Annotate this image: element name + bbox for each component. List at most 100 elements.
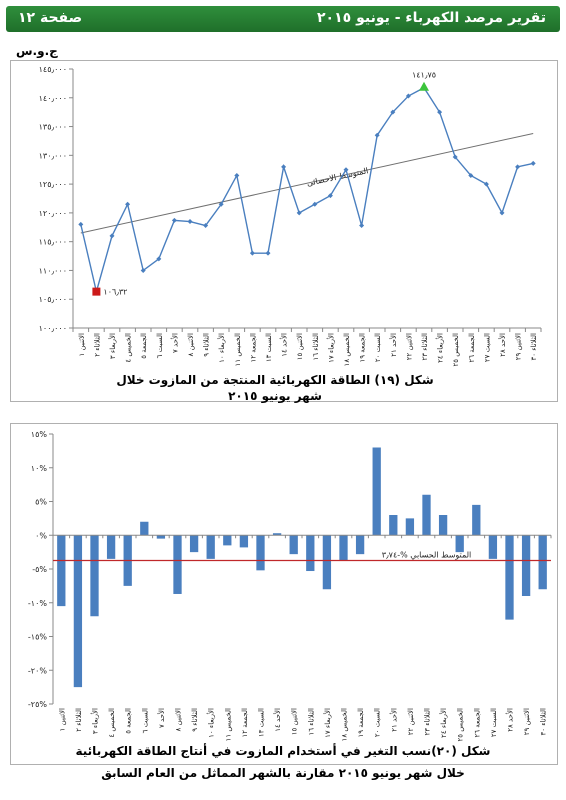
chart1-x-tick-label: الثلاثاء ٩ bbox=[203, 333, 211, 357]
chart2-x-tick-label: الجمعة ١٩ bbox=[357, 708, 365, 738]
chart1-x-tick-label: الجمعة ٢٦ bbox=[468, 333, 476, 363]
chart1-x-tick-label: الثلاثاء ١٦ bbox=[312, 333, 320, 361]
chart1-x-tick-label: الجمعة ٥ bbox=[140, 333, 148, 359]
chart1-y-tick-label: ١٤٥٫٠٠٠ bbox=[39, 65, 67, 74]
chart1-data-point bbox=[390, 109, 396, 115]
chart2-x-tick-label: الثلاثاء ٣٠ bbox=[540, 708, 548, 736]
chart1-x-tick-label: الثلاثاء ٣٠ bbox=[530, 333, 538, 361]
chart2-bar bbox=[538, 535, 547, 590]
chart1-y-tick-label: ١٠٠٫٠٠٠ bbox=[39, 324, 67, 333]
chart2-x-tick-label: السبت ٢٠ bbox=[374, 708, 382, 737]
chart1-y-tick-label: ١٢٥٫٠٠٠ bbox=[39, 180, 67, 189]
chart1-data-point bbox=[499, 210, 505, 216]
chart1-y-tick-label: ١١٥٫٠٠٠ bbox=[39, 238, 67, 247]
chart2-bar bbox=[472, 504, 481, 536]
chart1-y-tick-label: ١٠٥٫٠٠٠ bbox=[39, 295, 67, 304]
chart1-data-point bbox=[140, 267, 146, 273]
chart2-x-tick-label: الأحد ١٤ bbox=[273, 708, 282, 732]
chart2-bar bbox=[140, 521, 149, 536]
chart1-data-point bbox=[281, 164, 287, 170]
chart1-x-tick-label: السبت ١٣ bbox=[265, 333, 273, 362]
chart1-x-tick-label: الأحد ١٤ bbox=[280, 333, 289, 357]
chart2-x-tick-label: الثلاثاء ١٦ bbox=[307, 708, 315, 736]
chart1-data-point bbox=[437, 109, 443, 115]
chart1-svg: ١٠٠٫٠٠٠ ١٠٥٫٠٠٠ ١١٠٫٠٠٠ ١١٥٫٠٠٠ ١٢٠٫٠٠٠ ١٢٥٫٠… bbox=[39, 65, 542, 366]
chart1-data-point bbox=[530, 160, 536, 166]
chart2-x-tick-label: السبت ١٣ bbox=[258, 708, 266, 737]
chart2-mean-label: المتوسط الحسابي %-٣٫٧٤ bbox=[382, 550, 472, 559]
chart2-x-tick-label: السبت ٦ bbox=[141, 708, 149, 733]
chart1-data-point bbox=[312, 201, 318, 207]
chart2-y-tick-label: ٠% bbox=[35, 531, 47, 540]
chart1-x-tick-label: الاثنين ٢٩ bbox=[515, 333, 523, 360]
chart2-x-tick-label: الاثنين ٢٢ bbox=[407, 708, 415, 735]
chart2-bar bbox=[322, 535, 332, 590]
chart1-x-tick-label: الأحد ٢١ bbox=[389, 333, 398, 357]
chart2-y-tick-label: ٥% bbox=[35, 498, 47, 507]
chart1-trend-line bbox=[80, 132, 534, 234]
chart2-y-tick-label: ١٠% bbox=[31, 464, 48, 473]
chart2-bar bbox=[90, 535, 99, 617]
chart1-x-tick-label: الجمعة ١٩ bbox=[359, 333, 367, 363]
chart2-x-tick-label: الأحد ٧ bbox=[157, 708, 166, 728]
chart1-series-line bbox=[80, 86, 534, 292]
chart2-y-tick-label: -١٠% bbox=[28, 599, 47, 608]
chart1-caption-line2: شهر يونيو ٢٠١٥ bbox=[228, 389, 322, 403]
chart1-data-point bbox=[483, 181, 489, 187]
chart2-caption-line2: خلال شهر يونيو ٢٠١٥ مقارنة بالشهر المماث… bbox=[101, 766, 465, 780]
chart2-x-tick-label: السبت ٢٧ bbox=[490, 708, 498, 737]
chart2-x-tick-label: الخميس ١١ bbox=[224, 708, 232, 741]
chart2-y-tick-label: -١٥% bbox=[28, 633, 47, 642]
chart1-x-tick-label: الأربعاء ١٧ bbox=[326, 333, 335, 363]
chart1-x-tick-label: الأحد ٢٨ bbox=[498, 333, 507, 357]
chart1-x-tick-label: الثلاثاء ٢ bbox=[93, 333, 101, 357]
chart1-y-tick-label: ١٣٥٫٠٠٠ bbox=[39, 123, 67, 132]
chart1-data-point bbox=[405, 93, 411, 99]
chart1-data-point bbox=[203, 223, 209, 229]
chart2-bar bbox=[156, 535, 166, 539]
chart1-max-marker bbox=[419, 81, 429, 91]
chart2-bar bbox=[206, 535, 215, 559]
chart1-data-point bbox=[171, 217, 177, 223]
chart1-data-point bbox=[359, 223, 365, 229]
chart2-bar bbox=[239, 535, 249, 548]
chart2-bar bbox=[372, 447, 381, 536]
chart1-x-tick-label: الجمعة ١٢ bbox=[249, 333, 257, 363]
chart2-bar bbox=[422, 494, 431, 536]
chart1-data-point bbox=[156, 256, 162, 262]
chart2-bar bbox=[289, 535, 298, 555]
chart2-y-tick-label: -٢٠% bbox=[28, 666, 47, 675]
chart2-x-tick-label: الخميس ٢٥ bbox=[457, 708, 465, 741]
chart2-bar bbox=[106, 535, 116, 559]
chart1-x-tick-label: الأربعاء ٢٤ bbox=[436, 333, 445, 363]
chart2-x-tick-label: الثلاثاء ٢ bbox=[75, 708, 83, 732]
chart2-bar bbox=[455, 535, 464, 553]
chart1-data-point bbox=[109, 233, 115, 239]
chart2-bar bbox=[438, 515, 448, 536]
report-title: تقرير مرصد الكهرباء - يونيو ٢٠١٥ bbox=[317, 10, 546, 26]
chart2-x-tick-label: الأربعاء ٢٤ bbox=[439, 708, 448, 738]
chart1-x-tick-label: الخميس ١٨ bbox=[343, 333, 351, 366]
chart1-data-point bbox=[234, 172, 240, 178]
chart1-data-point bbox=[374, 132, 380, 138]
chart1-x-tick-label: الاثنين ١ bbox=[78, 333, 86, 356]
chart2-x-tick-label: الاثنين ١٥ bbox=[291, 708, 299, 735]
chart1-x-tick-label: الاثنين ١٥ bbox=[296, 333, 304, 360]
chart1-panel: ١٠٠٫٠٠٠ ١٠٥٫٠٠٠ ١١٠٫٠٠٠ ١١٥٫٠٠٠ ١٢٠٫٠٠٠ ١٢٥٫٠… bbox=[10, 60, 558, 402]
chart1-x-tick-label: الأحد ٧ bbox=[170, 333, 179, 353]
chart1-y-tick-label: ١٢٠٫٠٠٠ bbox=[39, 209, 67, 218]
chart1-y-tick-label: ١٣٠٫٠٠٠ bbox=[39, 151, 67, 160]
chart1-min-marker bbox=[92, 287, 101, 296]
chart1-data-point bbox=[187, 219, 193, 225]
chart2-x-tick-label: الثلاثاء ٩ bbox=[191, 708, 199, 732]
chart1-x-tick-label: الاثنين ٢٢ bbox=[405, 333, 413, 360]
chart2-x-tick-label: الجمعة ٥ bbox=[125, 708, 133, 734]
chart1-x-tick-label: الأربعاء ٣ bbox=[108, 333, 117, 359]
chart2-x-tick-label: الاثنين ٨ bbox=[175, 708, 183, 731]
chart1-unit-label: ج.و.س bbox=[16, 44, 58, 58]
chart1-x-tick-label: السبت ٦ bbox=[156, 333, 164, 358]
chart2-bar bbox=[389, 515, 398, 536]
report-header: صفحة ١٢ تقرير مرصد الكهرباء - يونيو ٢٠١٥ bbox=[6, 6, 560, 32]
chart2-bar bbox=[339, 535, 348, 561]
chart2-panel: -٢٥% -٢٠% -١٥% -١٠% -٥% ٠% ٥% ١٠% ١٥% المتوسط الح… bbox=[10, 423, 558, 765]
